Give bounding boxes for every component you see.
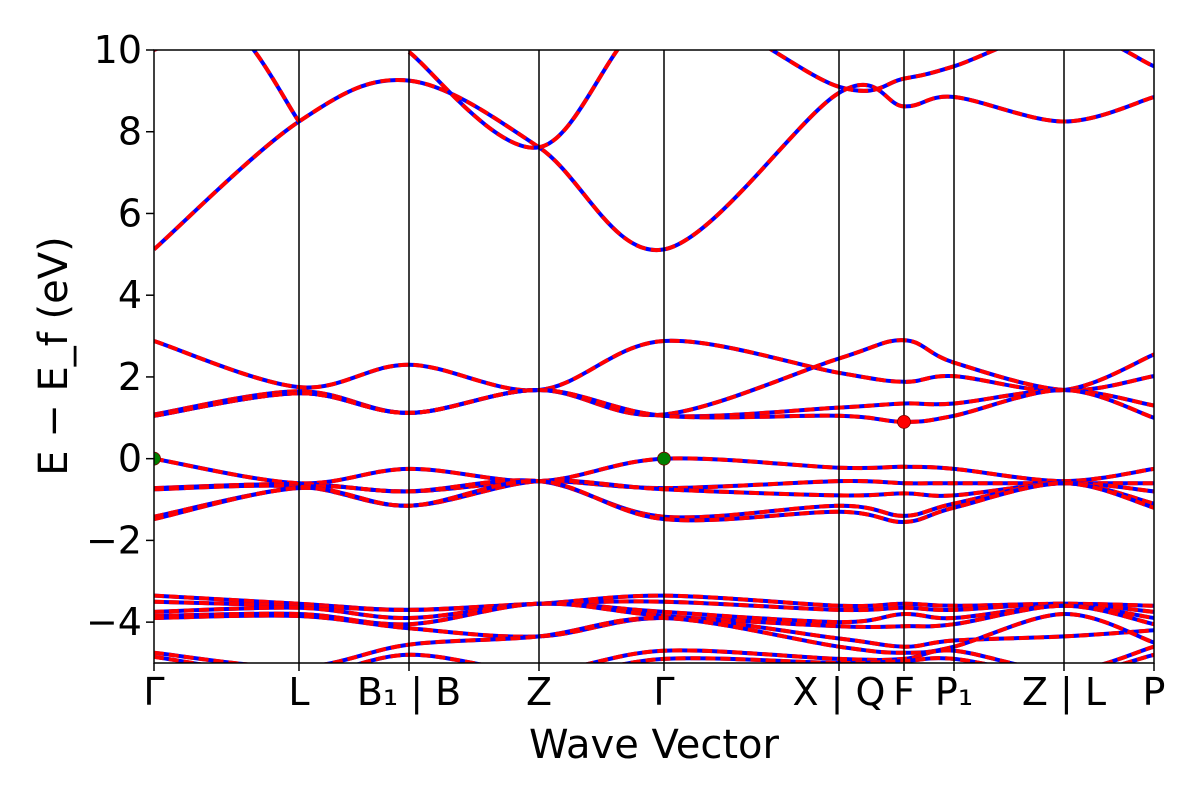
band-1-spin-up bbox=[154, 50, 301, 123]
band-11-spin-up bbox=[154, 479, 1154, 525]
band-3-spin-up bbox=[154, 338, 1154, 393]
band-0-spin-up bbox=[154, 77, 1154, 252]
band-14-spin-up bbox=[154, 601, 1154, 625]
band-edge-marker-2 bbox=[897, 414, 911, 429]
band-6-spin-up bbox=[154, 387, 1154, 424]
high-symmetry-lines bbox=[298, 50, 1065, 663]
x-tick-label-4: Γ bbox=[653, 670, 674, 714]
band-18-spin-up bbox=[154, 644, 1154, 663]
band-17-spin-up bbox=[154, 611, 1154, 663]
x-axis-title: Wave Vector bbox=[529, 722, 780, 768]
band-edge-marker-1 bbox=[657, 451, 671, 466]
x-tick-label-7: P₁ bbox=[935, 670, 973, 714]
y-tick-label-0: −4 bbox=[86, 600, 142, 644]
x-tick-label-9: P bbox=[1143, 670, 1166, 714]
band-19-spin-down bbox=[408, 652, 1154, 663]
x-tick-label-5: X | Q bbox=[793, 670, 886, 715]
y-tick-label-2: 0 bbox=[118, 437, 142, 481]
x-tick-label-0: Γ bbox=[143, 670, 164, 714]
band-lines bbox=[154, 50, 1154, 663]
y-tick-label-4: 4 bbox=[118, 273, 142, 317]
y-tick-label-1: −2 bbox=[86, 518, 142, 562]
y-tick-label-5: 6 bbox=[118, 191, 142, 235]
plot-area bbox=[154, 50, 1154, 663]
y-axis-title: E − E_f (eV) bbox=[31, 236, 77, 475]
x-tick-label-1: L bbox=[288, 670, 309, 714]
y-tick-label-6: 8 bbox=[118, 110, 142, 154]
x-axis: Γ L B₁ | B Z Γ X | Q F P₁ Z | L P bbox=[143, 663, 1165, 715]
band-edge-marker-0 bbox=[154, 451, 161, 466]
x-tick-label-8: Z | L bbox=[1022, 670, 1106, 715]
band-7-spin-up bbox=[154, 456, 1154, 486]
y-axis: −4 −2 0 2 4 6 8 10 bbox=[86, 28, 154, 644]
y-tick-label-7: 10 bbox=[94, 28, 142, 72]
band-16-spin-up bbox=[154, 613, 1154, 649]
y-tick-label-3: 2 bbox=[118, 355, 142, 399]
band-10-spin-up bbox=[154, 478, 1154, 520]
band-edge-markers bbox=[154, 414, 911, 466]
band-13-spin-up bbox=[154, 599, 1154, 614]
plot-frame bbox=[153, 49, 1155, 664]
x-tick-label-3: Z bbox=[526, 670, 552, 714]
x-tick-label-2: B₁ | B bbox=[357, 670, 461, 715]
x-tick-label-6: F bbox=[893, 670, 915, 714]
